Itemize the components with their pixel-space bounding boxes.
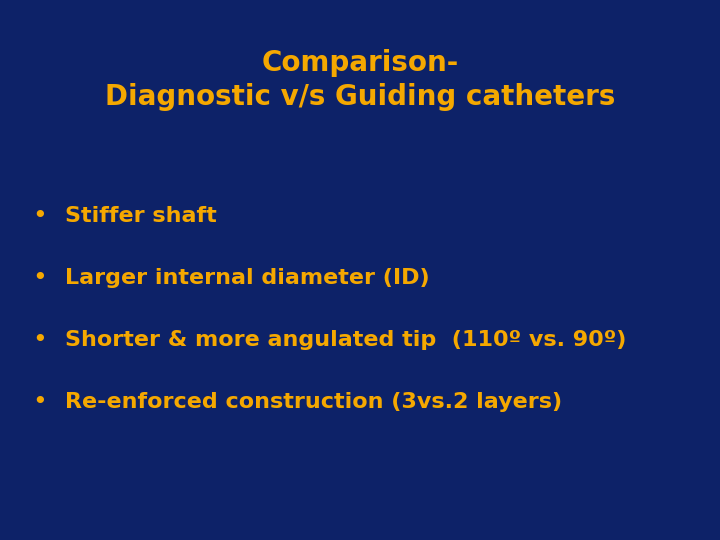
Text: Re-enforced construction (3vs.2 layers): Re-enforced construction (3vs.2 layers)	[65, 392, 562, 413]
Text: Larger internal diameter (ID): Larger internal diameter (ID)	[65, 268, 429, 288]
Text: •: •	[32, 328, 47, 352]
Text: •: •	[32, 204, 47, 228]
Text: Comparison-
Diagnostic v/s Guiding catheters: Comparison- Diagnostic v/s Guiding cathe…	[105, 49, 615, 111]
Text: •: •	[32, 266, 47, 290]
Text: Shorter & more angulated tip  (110º vs. 90º): Shorter & more angulated tip (110º vs. 9…	[65, 330, 626, 350]
Text: Stiffer shaft: Stiffer shaft	[65, 206, 217, 226]
Text: •: •	[32, 390, 47, 414]
